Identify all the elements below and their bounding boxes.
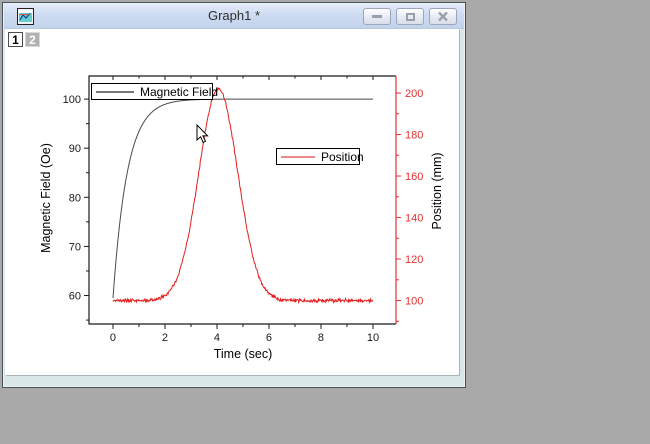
titlebar[interactable]: Graph1 * [4,4,464,29]
minimize-icon [372,15,382,18]
y-left-axis-title: Magnetic Field (Oe) [39,143,53,253]
mouse-cursor-icon [196,123,209,144]
y-left-tick-label: 100 [63,94,81,106]
window-controls [363,8,457,25]
legend-magnetic-field[interactable]: Magnetic Field [91,83,218,100]
graph-client-area[interactable]: 0 2 4 6 8 10 60 70 80 90 100 100 120 140 160 180 200 1 2… [5,29,459,375]
y-left-tick-label: 90 [69,143,81,155]
layer-button-2[interactable]: 2 [25,32,40,47]
window-title: Graph1 * [207,8,261,23]
y-right-tick-label: 140 [405,213,423,225]
legend-position[interactable]: Position [276,148,364,165]
y-right-tick-label: 120 [405,254,423,266]
y-right-axis-title: Position (mm) [430,152,444,230]
legend-line-sample-red [281,155,315,158]
x-tick-label: 4 [214,332,220,344]
graph-window-icon[interactable] [17,8,34,25]
x-tick-label: 0 [110,332,116,344]
restore-button[interactable] [396,8,424,25]
minimize-button[interactable] [363,8,391,25]
y-right-tick-label: 200 [405,88,423,100]
y-right-tick-label: 100 [405,296,423,308]
restore-icon [405,12,415,21]
plot-frame [88,75,396,325]
x-tick-label: 6 [266,332,272,344]
x-tick-label: 10 [367,332,379,344]
legend-label: Magnetic Field [140,84,219,99]
x-tick-label: 2 [162,332,168,344]
layer-button-1[interactable]: 1 [8,32,23,47]
close-icon [438,11,448,22]
y-left-tick-label: 70 [69,241,81,253]
legend-label: Position [321,149,364,164]
close-button[interactable] [429,8,457,25]
position-curve [112,86,374,305]
magnetic-field-curve [112,98,373,299]
x-tick-label: 8 [318,332,324,344]
y-right-tick-label: 160 [405,171,423,183]
y-left-tick-label: 80 [69,192,81,204]
plot-canvas[interactable]: 0 2 4 6 8 10 60 70 80 90 100 100 120 140 160 180 200 [5,29,459,375]
y-right-tick-label: 180 [405,130,423,142]
x-axis-title: Time (sec) [213,347,273,361]
y-left-tick-label: 60 [69,291,81,303]
graph-window: Graph1 * 0 2 4 6 8 10 60 70 80 90 100 100 120 140 160 1… [2,2,466,388]
legend-line-sample-black [96,90,134,93]
